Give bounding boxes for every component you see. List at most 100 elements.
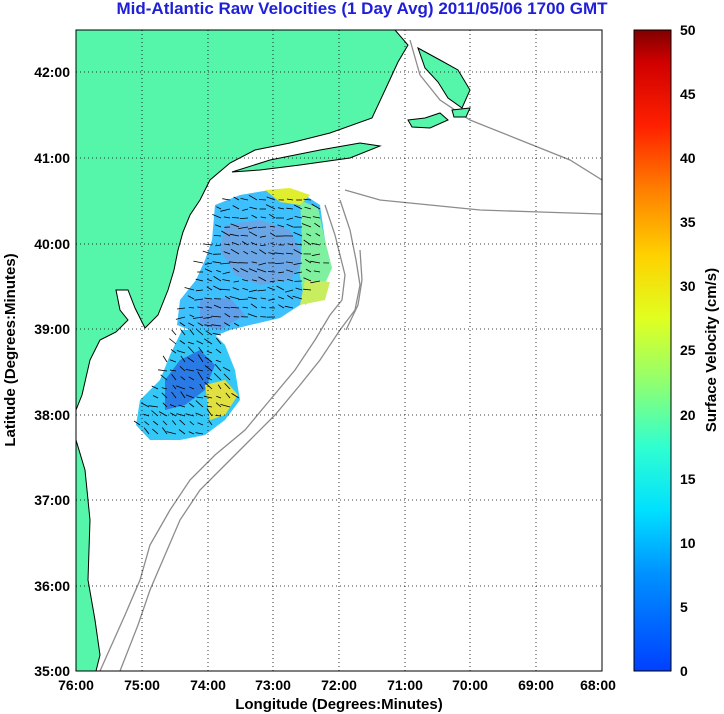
plot-frame <box>75 29 603 672</box>
velocity-arrow <box>158 411 168 417</box>
velocity-arrow <box>259 249 267 255</box>
velocity-arrow <box>293 204 303 210</box>
velocity-arrow <box>172 384 177 390</box>
colorbar-tick: 20 <box>680 407 696 423</box>
velocity-arrow <box>225 392 231 399</box>
velocity-arrow <box>202 250 213 255</box>
velocity-arrow <box>160 374 168 381</box>
velocity-arrow <box>232 287 240 291</box>
lat-tick: 38:00 <box>34 407 70 423</box>
velocity-arrow <box>277 207 285 210</box>
velocity-arrow <box>204 268 213 273</box>
velocity-arrow <box>171 420 177 426</box>
velocity-arrow <box>169 338 177 345</box>
colorbar <box>633 29 672 672</box>
velocity-arrow <box>162 402 168 408</box>
velocity-arrow <box>229 296 240 300</box>
lat-tick: 42:00 <box>34 64 70 80</box>
velocity-arrow <box>152 428 159 435</box>
velocity-arrow <box>216 395 222 399</box>
velocity-arrow <box>267 271 276 273</box>
velocity-arrow <box>179 340 186 345</box>
velocity-arrow <box>216 270 222 273</box>
velocity-arrow <box>229 261 240 264</box>
velocity-field <box>136 188 332 440</box>
velocity-arrow <box>148 405 159 408</box>
velocity-arrow <box>199 383 204 390</box>
velocity-arrow <box>277 279 285 282</box>
velocity-arrow <box>176 307 186 310</box>
velocity-arrow <box>204 262 213 265</box>
velocity-arrow <box>223 322 231 327</box>
velocity-arrow <box>185 413 195 417</box>
velocity-arrow <box>238 226 249 229</box>
velocity-arrow <box>250 250 258 255</box>
lon-tick-labels: 76:00 75:00 74:00 73:00 72:00 71:00 70:0… <box>58 677 616 693</box>
velocity-arrow <box>197 422 204 426</box>
velocity-arrow <box>258 276 267 282</box>
velocity-arrow <box>133 420 141 426</box>
velocity-arrow <box>171 373 177 381</box>
velocity-arrow <box>188 431 195 435</box>
velocity-arrow <box>242 287 249 291</box>
colorbar-tick: 35 <box>680 214 696 230</box>
velocity-arrow <box>249 206 258 210</box>
velocity-arrow <box>216 206 222 210</box>
velocity-arrow <box>269 280 276 283</box>
velocity-arrow <box>188 402 195 408</box>
velocity-arrow <box>224 383 231 390</box>
velocity-arrow <box>187 295 195 300</box>
velocity-arrow <box>248 194 258 201</box>
velocity-arrow <box>311 242 321 246</box>
velocity-arrow <box>170 412 177 417</box>
velocity-arrow <box>223 251 231 255</box>
colorbar-tick: 5 <box>680 599 688 615</box>
velocity-arrow <box>197 354 204 363</box>
velocity-arrow <box>285 289 294 293</box>
velocity-arrow <box>222 279 231 282</box>
velocity-arrow <box>185 369 195 372</box>
velocity-arrow <box>220 404 231 408</box>
velocity-arrow <box>175 316 186 320</box>
velocity-arrow <box>215 348 222 354</box>
lat-tick-labels: 42:00 41:00 40:00 39:00 38:00 37:00 36:0… <box>34 64 70 679</box>
lon-tick: 73:00 <box>255 677 291 693</box>
velocity-arrow <box>278 271 285 274</box>
velocity-arrow <box>312 216 321 219</box>
map-title: Mid-Atlantic Raw Velocities (1 Day Avg) … <box>116 0 608 18</box>
velocity-arrow <box>224 295 231 300</box>
velocity-arrow <box>217 384 222 390</box>
velocity-arrow <box>276 285 285 291</box>
velocity-arrow <box>222 198 231 201</box>
velocity-arrow <box>303 288 312 291</box>
velocity-arrow <box>258 199 267 201</box>
velocity-arrow <box>206 350 213 354</box>
velocity-arrow <box>231 217 240 219</box>
lon-tick: 69:00 <box>518 677 554 693</box>
velocity-arrow <box>230 248 240 255</box>
velocity-arrow <box>240 235 249 237</box>
velocity-arrow <box>196 369 204 372</box>
velocity-arrow <box>197 371 204 381</box>
velocity-arrow <box>304 206 312 210</box>
velocity-arrow <box>205 330 213 336</box>
velocity-arrow <box>249 289 258 293</box>
velocity-arrow <box>213 372 222 381</box>
velocity-arrow <box>205 306 213 309</box>
velocity-arrow <box>251 279 258 282</box>
lon-tick: 70:00 <box>452 677 488 693</box>
velocity-arrow <box>212 214 222 219</box>
velocity-arrow <box>287 295 294 300</box>
colorbar-tick: 45 <box>680 86 696 102</box>
velocity-arrow <box>266 196 276 201</box>
grid <box>76 30 602 671</box>
x-axis-label: Longitude (Degrees:Minutes) <box>235 696 443 713</box>
velocity-arrow <box>215 224 222 228</box>
velocity-arrow <box>243 250 249 255</box>
velocity-arrow <box>195 278 204 282</box>
velocity-arrow <box>203 395 213 399</box>
velocity-arrow <box>206 279 213 282</box>
velocity-arrow <box>213 304 222 309</box>
velocity-arrow <box>240 198 249 201</box>
velocity-arrow <box>211 315 222 318</box>
